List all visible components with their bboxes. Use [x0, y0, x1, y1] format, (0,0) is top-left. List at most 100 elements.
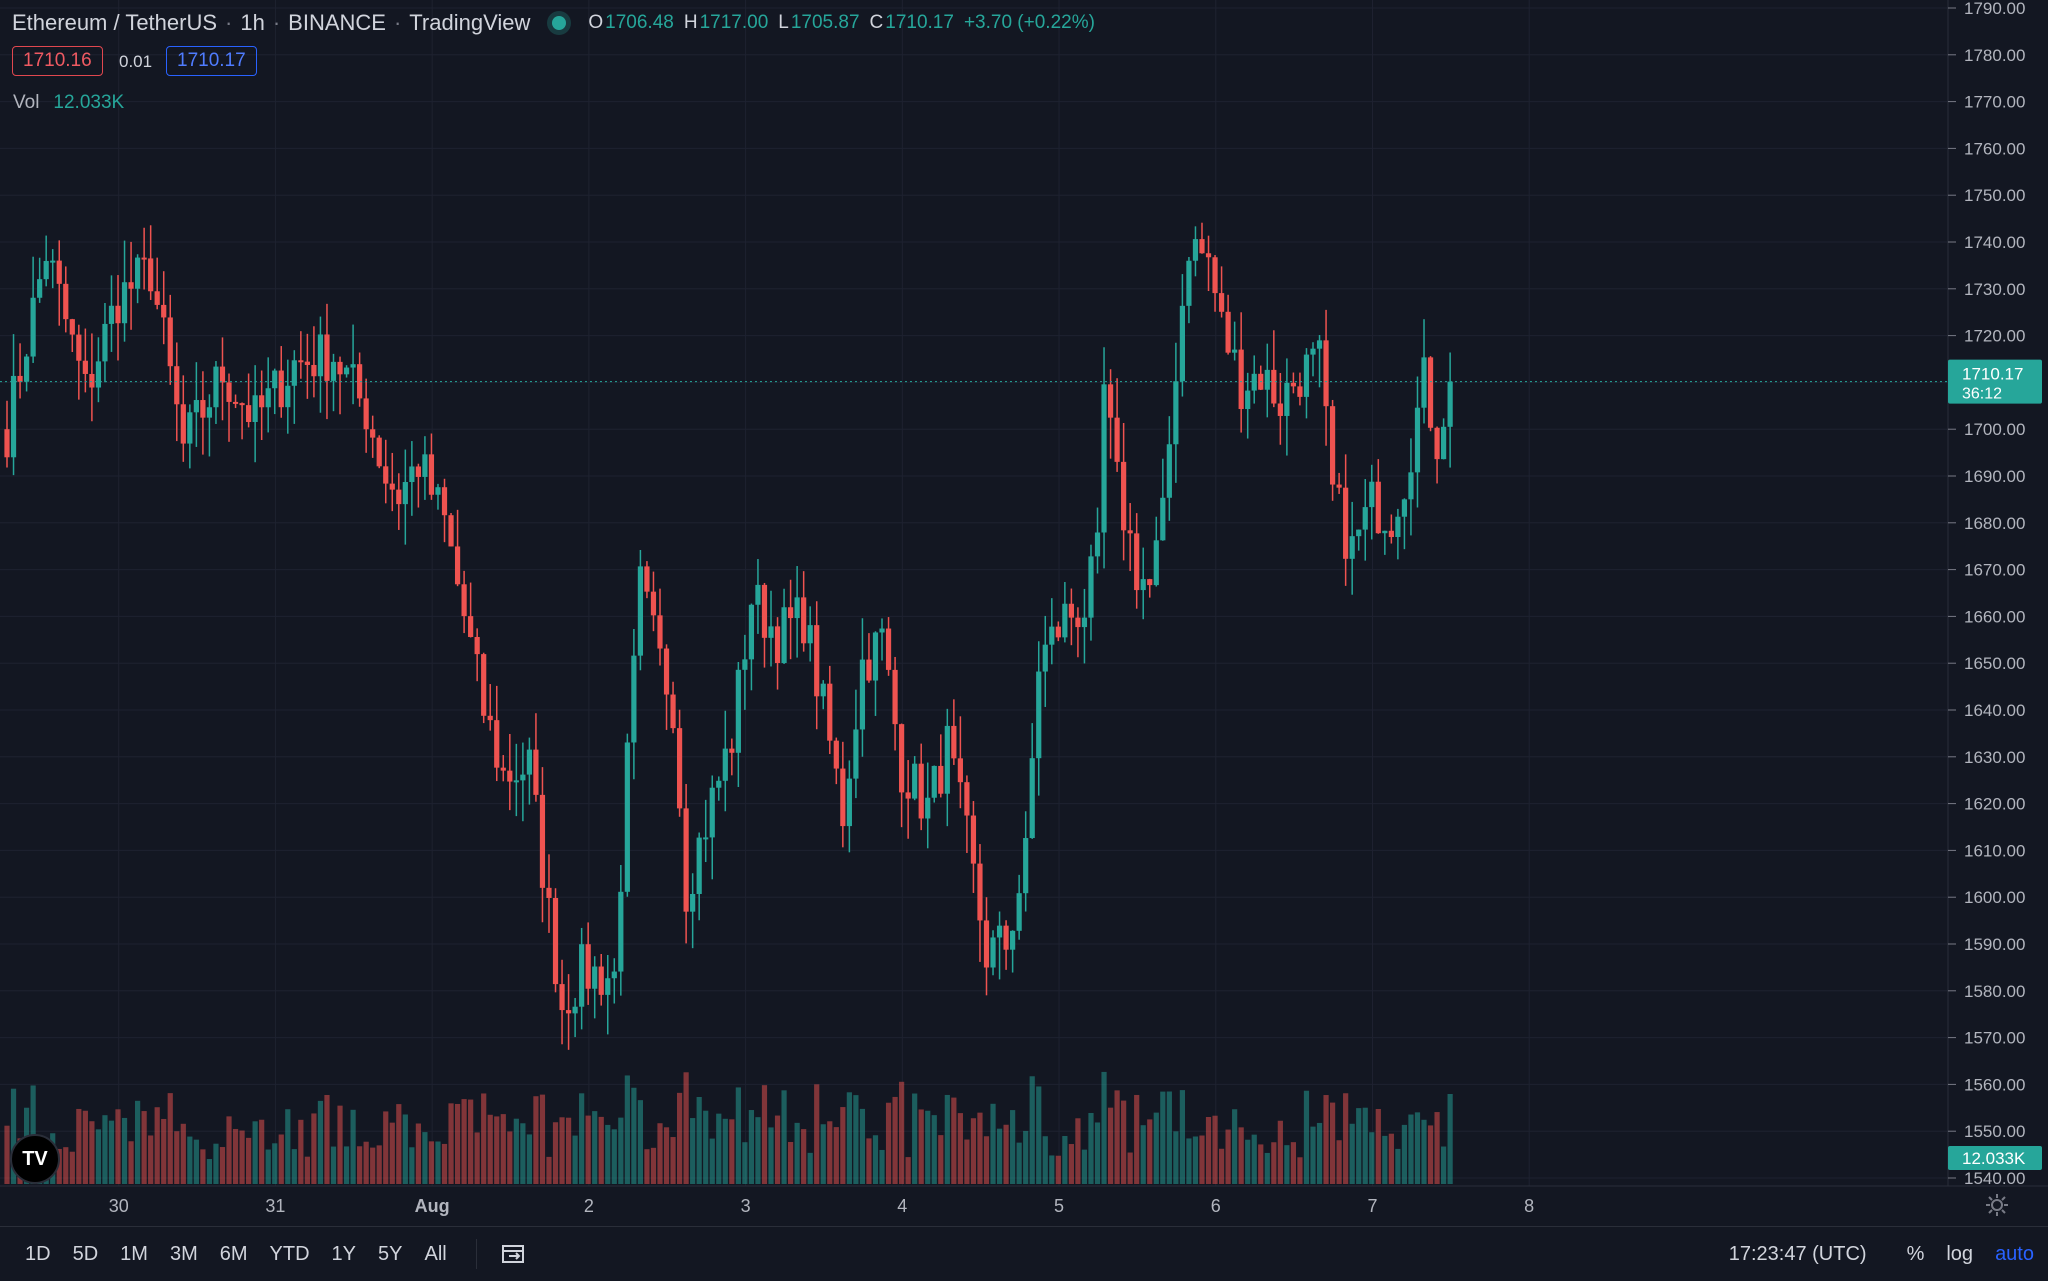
- candle-body: [174, 366, 180, 405]
- ask-price[interactable]: 1710.17: [166, 46, 257, 76]
- volume-bar: [918, 1109, 924, 1184]
- range-6m[interactable]: 6M: [219, 1242, 248, 1265]
- volume-bar: [1238, 1127, 1244, 1184]
- price-tick-label: 1720.00: [1964, 327, 2025, 346]
- volume-bar: [1329, 1102, 1336, 1184]
- gear-icon[interactable]: [1984, 1192, 2010, 1218]
- candle-body: [376, 437, 382, 467]
- change-value: +3.70 (+0.22%): [963, 12, 1095, 33]
- range-ytd[interactable]: YTD: [269, 1242, 310, 1265]
- percent-scale-toggle[interactable]: %: [1906, 1242, 1925, 1265]
- volume-bar: [1421, 1119, 1427, 1184]
- volume-bar: [167, 1093, 173, 1184]
- candle-body: [618, 891, 624, 972]
- candle-body: [1356, 529, 1362, 537]
- volume-bar: [187, 1136, 193, 1184]
- volume-value: 12.033K: [53, 92, 125, 113]
- volume-bar: [383, 1111, 389, 1184]
- candle-body: [781, 607, 787, 664]
- candle-body: [598, 966, 604, 995]
- tradingview-logo-icon[interactable]: TV: [10, 1134, 60, 1184]
- volume-bar: [1173, 1131, 1179, 1184]
- volume-bar: [585, 1115, 591, 1184]
- volume-bar: [422, 1132, 428, 1184]
- volume-bar: [76, 1108, 82, 1184]
- candle-body: [1016, 893, 1022, 931]
- volume-bar: [154, 1107, 160, 1184]
- candle-body: [1101, 384, 1107, 533]
- range-all[interactable]: All: [424, 1242, 447, 1265]
- volume-badge: [1948, 1146, 2042, 1170]
- price-tick-label: 1550.00: [1964, 1122, 2025, 1141]
- range-5y[interactable]: 5Y: [378, 1242, 403, 1265]
- volume-bar: [448, 1103, 454, 1184]
- volume-bar: [598, 1116, 604, 1184]
- market-status-icon[interactable]: [552, 16, 567, 30]
- volume-bar: [1316, 1122, 1323, 1184]
- candle-body: [996, 925, 1003, 938]
- volume-bar: [1010, 1110, 1016, 1184]
- candle-body: [964, 782, 970, 816]
- candle-body: [683, 808, 689, 912]
- candle-body: [1336, 484, 1342, 488]
- volume-bar: [899, 1081, 905, 1184]
- candle-body: [23, 356, 30, 382]
- volume-bar: [565, 1117, 572, 1184]
- bid-price[interactable]: 1710.16: [12, 46, 103, 76]
- candle-body: [494, 720, 500, 768]
- volume-bar: [520, 1123, 526, 1184]
- volume-bar: [605, 1124, 611, 1184]
- candle-body: [193, 400, 199, 413]
- candle-body: [951, 725, 957, 759]
- range-1m[interactable]: 1M: [120, 1242, 148, 1265]
- clock-readout[interactable]: 17:23:47 (UTC): [1728, 1242, 1867, 1265]
- candle-body: [925, 797, 931, 819]
- candle-body: [637, 566, 644, 656]
- candle-body: [1127, 530, 1133, 534]
- range-5d[interactable]: 5D: [72, 1242, 99, 1265]
- candle-body: [1290, 382, 1297, 387]
- interval-label[interactable]: 1h: [240, 10, 265, 35]
- volume-bar: [957, 1113, 963, 1184]
- candle-body: [1349, 536, 1355, 559]
- volume-bar: [1414, 1112, 1421, 1184]
- range-1d[interactable]: 1D: [25, 1242, 51, 1265]
- candle-body: [1062, 603, 1068, 638]
- volume-bar: [676, 1092, 683, 1184]
- candle-body: [1160, 497, 1166, 541]
- candle-body: [422, 454, 428, 477]
- candle-body: [1212, 257, 1218, 294]
- buy-quote[interactable]: 1710.17: [166, 46, 257, 76]
- price-tick-label: 1660.00: [1964, 607, 2025, 626]
- candle-body: [95, 361, 102, 388]
- candle-body: [1075, 617, 1081, 628]
- price-chart[interactable]: 1540.00 1550.00 1560.00 1570.00 1580.00 1590.…: [0, 0, 2048, 1226]
- candle-body: [481, 654, 487, 716]
- price-tick-label: 1540.00: [1964, 1169, 2025, 1188]
- candle-body: [507, 770, 513, 782]
- volume-bar: [1121, 1100, 1127, 1184]
- sell-quote[interactable]: 1710.16: [12, 46, 103, 76]
- range-1y[interactable]: 1Y: [331, 1242, 357, 1265]
- calendar-range-icon[interactable]: [475, 1239, 527, 1269]
- range-3m[interactable]: 3M: [169, 1242, 198, 1265]
- candle-body: [187, 412, 193, 444]
- volume-bar: [1264, 1152, 1270, 1184]
- price-axis: 1540.00 1550.00 1560.00 1570.00 1580.00 1590.…: [1948, 0, 2025, 1188]
- volume-bar: [1362, 1107, 1368, 1184]
- volume-bar: [487, 1114, 493, 1184]
- range-selector: 1D 5D 1M 3M 6M YTD 1Y 5Y All: [14, 1243, 458, 1266]
- candle-body: [200, 400, 206, 418]
- candle-body: [454, 546, 461, 585]
- candle-body: [1375, 481, 1381, 534]
- symbol-name[interactable]: Ethereum / TetherUS: [12, 10, 218, 35]
- candle-body: [1297, 386, 1303, 397]
- volume-bar: [1114, 1090, 1120, 1184]
- candle-body: [1316, 340, 1323, 349]
- volume-bar: [755, 1117, 761, 1184]
- log-scale-toggle[interactable]: log: [1946, 1242, 1974, 1265]
- auto-scale-toggle[interactable]: auto: [1995, 1242, 2034, 1265]
- candle-body: [357, 364, 363, 399]
- time-tick-label: 30: [109, 1196, 129, 1216]
- candle-body: [128, 282, 134, 289]
